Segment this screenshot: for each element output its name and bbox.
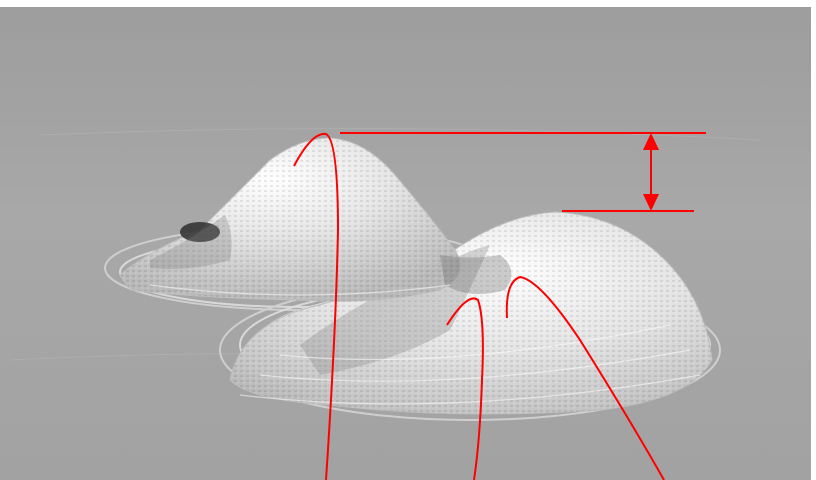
right-peak-texture: [230, 212, 712, 414]
annotations: [293, 132, 706, 480]
leader-curve-right: [505, 275, 665, 480]
white-border-top: [0, 0, 816, 7]
leader-curve-middle: [446, 297, 484, 480]
left-peak-flank-shadow: [150, 215, 232, 269]
leader-curve-left-peak: [293, 132, 340, 480]
left-peak-dark-spot: [180, 222, 220, 242]
left-peak-texture: [120, 138, 460, 302]
height-arrow-heads: [643, 133, 659, 211]
arrow-up-icon: [643, 133, 659, 150]
arrow-down-icon: [643, 194, 659, 211]
terrace-edges: [149, 284, 701, 405]
saddle-shadow: [440, 255, 512, 294]
white-border-right: [811, 0, 816, 480]
